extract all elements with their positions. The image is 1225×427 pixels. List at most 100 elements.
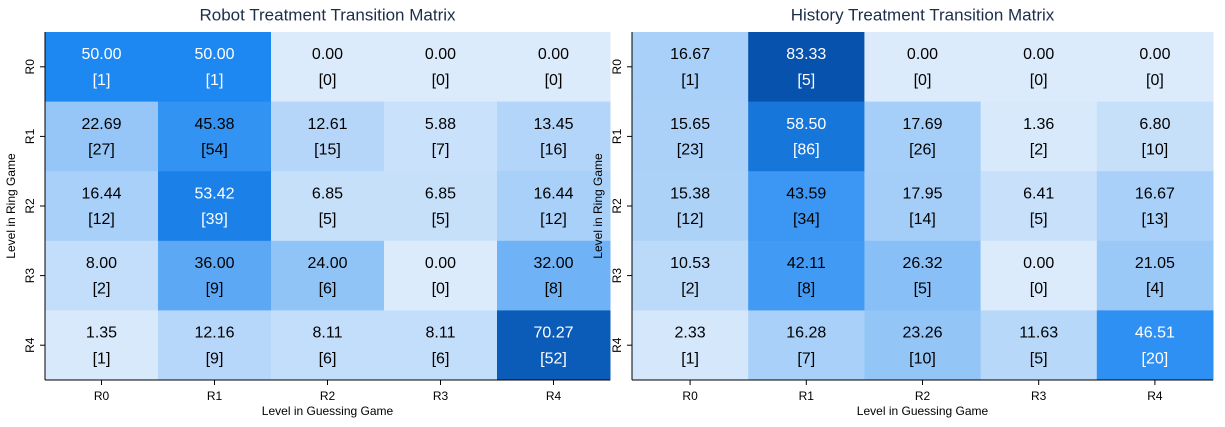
- cell-value: 8.11: [313, 325, 343, 342]
- heatmap-cell: [158, 310, 272, 381]
- cell-count: [0]: [1030, 281, 1048, 298]
- heatmap-cell: [632, 171, 749, 242]
- heatmap-cell: [271, 171, 385, 242]
- cell-count: [2]: [1030, 142, 1048, 159]
- cell-count: [1]: [681, 72, 699, 89]
- cell-value: 50.00: [81, 46, 121, 63]
- x-tick-label: R2: [915, 389, 931, 403]
- cell-value: 8.11: [426, 325, 456, 342]
- cell-count: [0]: [1030, 72, 1048, 89]
- cell-count: [15]: [314, 142, 341, 159]
- y-axis-label: Level in Ring Game: [4, 153, 18, 259]
- heatmap-cell: [384, 101, 498, 172]
- heatmap-cell: [45, 310, 159, 381]
- heatmap-cell: [1096, 310, 1214, 381]
- cell-value: 58.50: [786, 116, 826, 133]
- heatmap-cell: [45, 171, 159, 242]
- heatmap-cell: [384, 240, 498, 311]
- y-tick-label: R0: [23, 59, 37, 75]
- cell-count: [16]: [540, 142, 567, 159]
- cell-value: 6.41: [1023, 185, 1054, 202]
- heatmap-cell: [632, 32, 749, 103]
- cell-count: [5]: [432, 211, 450, 228]
- cell-count: [9]: [206, 281, 224, 298]
- heatmap-cell: [1096, 32, 1214, 103]
- cell-value: 8.00: [86, 255, 117, 272]
- cell-count: [6]: [319, 350, 337, 367]
- heatmap-cell: [864, 32, 982, 103]
- cell-count: [12]: [677, 211, 704, 228]
- cell-value: 83.33: [786, 46, 826, 63]
- heatmap-cell: [864, 240, 982, 311]
- y-tick-label: R1: [610, 128, 624, 144]
- x-tick-label: R3: [1031, 389, 1047, 403]
- cell-value: 46.51: [1135, 325, 1175, 342]
- heatmap-cell: [158, 171, 272, 242]
- cell-count: [0]: [432, 281, 450, 298]
- y-tick-label: R0: [610, 59, 624, 75]
- cell-count: [6]: [432, 350, 450, 367]
- heatmap-cell: [158, 32, 272, 103]
- cell-count: [5]: [1030, 350, 1048, 367]
- cell-value: 24.00: [307, 255, 347, 272]
- cell-value: 16.28: [786, 325, 826, 342]
- cell-value: 6.80: [1139, 116, 1170, 133]
- heatmap-cell: [1096, 101, 1214, 172]
- heatmap-cell: [748, 310, 865, 381]
- heatmap-cell: [271, 32, 385, 103]
- cell-count: [0]: [914, 72, 932, 89]
- cell-count: [5]: [914, 281, 932, 298]
- chart-title: History Treatment Transition Matrix: [791, 5, 1055, 24]
- y-tick-label: R2: [23, 198, 37, 214]
- cell-count: [6]: [319, 281, 337, 298]
- x-tick-label: R0: [94, 389, 110, 403]
- heatmap-cell: [748, 240, 865, 311]
- heatmap-cell: [158, 101, 272, 172]
- cell-value: 17.69: [902, 116, 942, 133]
- cell-value: 45.38: [194, 116, 234, 133]
- cell-value: 2.33: [675, 325, 706, 342]
- heatmap-cell: [864, 171, 982, 242]
- cell-value: 6.85: [312, 185, 343, 202]
- y-tick-label: R1: [23, 128, 37, 144]
- cell-count: [27]: [88, 142, 115, 159]
- cell-count: [26]: [909, 142, 936, 159]
- heatmap-cell: [497, 32, 611, 103]
- cell-count: [39]: [201, 211, 228, 228]
- cell-value: 10.53: [670, 255, 710, 272]
- cell-value: 42.11: [787, 255, 826, 272]
- x-tick-label: R4: [546, 389, 562, 403]
- cell-value: 15.38: [670, 185, 710, 202]
- heatmap-cell: [980, 171, 1098, 242]
- x-tick-label: R3: [433, 389, 449, 403]
- x-tick-label: R4: [1147, 389, 1163, 403]
- heatmap-cell: [748, 171, 865, 242]
- heatmap-cell: [384, 310, 498, 381]
- cell-count: [5]: [319, 211, 337, 228]
- heatmap-cell: [980, 240, 1098, 311]
- heatmap-cell: [45, 32, 159, 103]
- x-axis-label: Level in Guessing Game: [262, 404, 394, 418]
- cell-value: 0.00: [1139, 46, 1170, 63]
- y-tick-label: R3: [23, 268, 37, 284]
- cell-count: [7]: [432, 142, 450, 159]
- heatmap-cell: [384, 32, 498, 103]
- cell-value: 1.35: [86, 325, 117, 342]
- cell-count: [12]: [88, 211, 115, 228]
- cell-count: [0]: [432, 72, 450, 89]
- heatmap-cell: [980, 310, 1098, 381]
- cell-value: 26.32: [902, 255, 942, 272]
- cell-count: [2]: [93, 281, 111, 298]
- cell-value: 5.88: [425, 116, 456, 133]
- cell-count: [14]: [909, 211, 936, 228]
- cell-value: 23.26: [902, 325, 942, 342]
- heatmap-cell: [271, 310, 385, 381]
- y-tick-label: R4: [610, 337, 624, 353]
- cell-value: 16.44: [81, 185, 121, 202]
- cell-count: [10]: [1142, 142, 1169, 159]
- cell-count: [1]: [206, 72, 224, 89]
- cell-value: 70.27: [533, 325, 573, 342]
- cell-count: [5]: [797, 72, 815, 89]
- heatmap-cell: [497, 240, 611, 311]
